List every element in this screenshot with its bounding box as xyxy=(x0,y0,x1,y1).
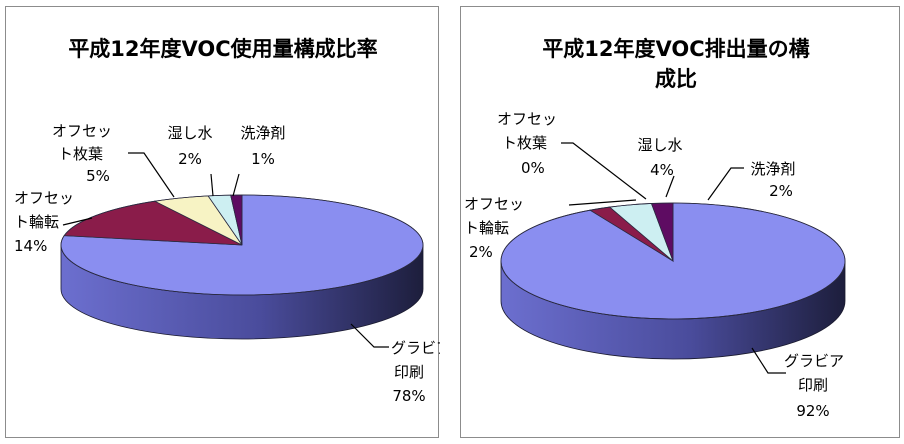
slice-value-offset-sheet: 0% xyxy=(521,159,545,177)
chart-title: 平成12年度VOC使用量構成比率 xyxy=(68,37,377,61)
pie-top-outline xyxy=(500,202,846,320)
slice-label-gravure-2: 印刷 xyxy=(798,376,828,394)
chart-title-line-1: 平成12年度VOC排出量の構 xyxy=(542,37,809,61)
pie-top-outline xyxy=(60,194,424,296)
slice-label-offset-sheet-2: ト枚葉 xyxy=(58,145,103,163)
slice-value-gravure: 78% xyxy=(392,387,425,405)
slice-label-offset-rotary-2: ト輪転 xyxy=(464,219,509,237)
slice-label-gravure-2: 印刷 xyxy=(394,363,424,381)
slice-value-cleaner: 1% xyxy=(251,150,275,168)
pie-group xyxy=(60,194,424,340)
slice-label-dampening: 湿し水 xyxy=(167,124,212,142)
leader-line-gravure xyxy=(350,323,389,348)
slice-label-gravure-1: グラビア xyxy=(784,352,844,370)
slice-label-offset-rotary-2: ト輪転 xyxy=(14,213,59,231)
slice-label-offset-rotary-1: オフセッ xyxy=(464,195,524,213)
slice-value-offset-sheet: 5% xyxy=(86,167,110,185)
slice-label-offset-sheet-1: オフセッ xyxy=(52,122,112,140)
slice-value-gravure: 92% xyxy=(796,402,829,420)
slice-label-gravure-1: グラビア xyxy=(391,339,440,357)
slice-value-dampening: 2% xyxy=(178,150,202,168)
leader-line-dampening xyxy=(210,173,214,197)
slice-label-offset-rotary-1: オフセッ xyxy=(14,189,74,207)
leader-line-gravure xyxy=(751,347,786,374)
pie-group xyxy=(500,202,846,360)
slice-label-offset-sheet-2: ト枚葉 xyxy=(502,134,547,152)
slice-value-offset-rotary: 14% xyxy=(14,237,47,255)
slice-value-dampening: 4% xyxy=(650,161,674,179)
pie-chart-emission: 平成12年度VOC排出量の構 成比 グラビア 印刷 92% オフセッ ト輪転 2… xyxy=(464,37,846,420)
slice-label-cleaner: 洗浄剤 xyxy=(750,160,795,178)
slice-value-cleaner: 2% xyxy=(769,182,793,200)
slice-label-dampening: 湿し水 xyxy=(637,136,682,154)
leader-line-offset-sheet xyxy=(128,152,175,198)
leader-line-offset-rotary xyxy=(62,217,93,226)
leader-line-cleaner xyxy=(232,173,240,197)
chart-title-line-2: 成比 xyxy=(655,67,697,91)
chart-panel-emission: 平成12年度VOC排出量の構 成比 グラビア 印刷 92% オフセッ ト輪転 2… xyxy=(460,6,900,438)
slice-value-offset-rotary: 2% xyxy=(469,243,493,261)
leader-line-offset-rotary xyxy=(568,199,637,206)
pie-chart-usage: 平成12年度VOC使用量構成比率 グラビア 印刷 78% オフセッ ト輪転 14… xyxy=(14,37,440,405)
slice-label-offset-sheet-1: オフセッ xyxy=(497,110,557,128)
leader-line-cleaner xyxy=(707,167,744,201)
leader-line-dampening xyxy=(665,175,675,198)
leader-line-offset-sheet xyxy=(561,142,647,200)
chart-panel-usage: 平成12年度VOC使用量構成比率 グラビア 印刷 78% オフセッ ト輪転 14… xyxy=(5,6,440,438)
slice-label-cleaner: 洗浄剤 xyxy=(240,124,285,142)
